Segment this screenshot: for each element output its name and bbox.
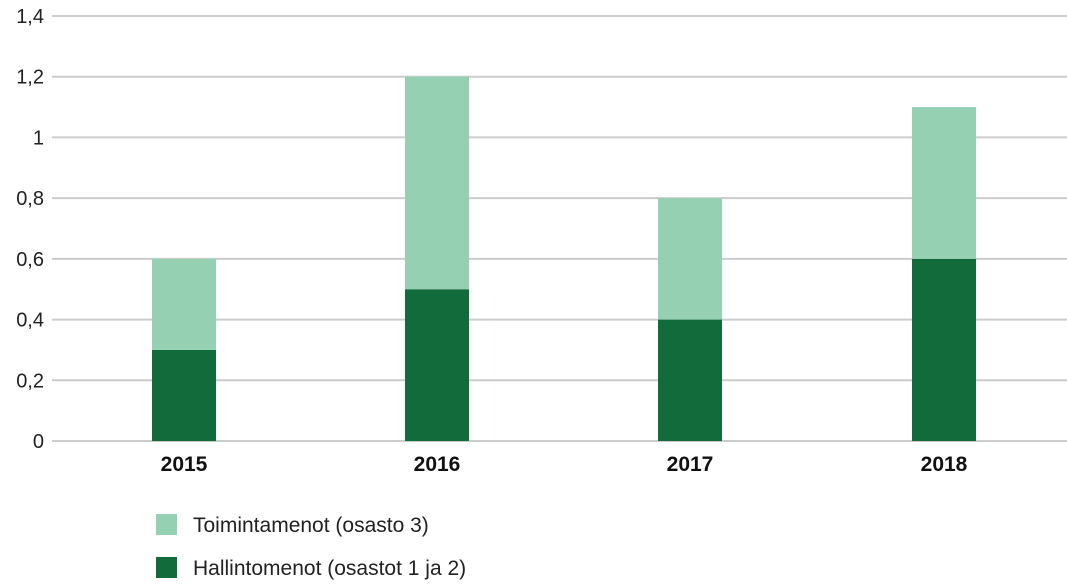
bar-segment-2016-series-0 bbox=[405, 289, 469, 441]
x-category-label: 2018 bbox=[921, 453, 968, 476]
bar-segment-2015-series-1 bbox=[152, 258, 216, 350]
y-tick-label: 0,8 bbox=[16, 188, 44, 210]
bar-segment-2015-series-0 bbox=[152, 349, 216, 441]
x-category-label: 2017 bbox=[667, 453, 714, 476]
bar-segment-2018-series-0 bbox=[912, 258, 976, 441]
y-tick-label: 1 bbox=[33, 127, 44, 149]
y-tick-label: 1,4 bbox=[16, 6, 44, 28]
y-tick-label: 0,4 bbox=[16, 310, 44, 332]
legend: Toimintamenot (osasto 3) Hallintomenot (o… bbox=[156, 514, 466, 580]
legend-swatch bbox=[156, 557, 177, 578]
grid-lines bbox=[52, 15, 1067, 442]
bar-segment-2018-series-1 bbox=[912, 107, 976, 259]
y-tick-label: 0,6 bbox=[16, 249, 44, 271]
x-axis-category-labels: 2015 2016 2017 2018 bbox=[161, 453, 968, 476]
x-category-label: 2016 bbox=[414, 453, 461, 476]
y-axis-tick-labels: 0 0,2 0,4 0,6 0,8 1 1,2 1,4 bbox=[16, 6, 44, 453]
legend-label: Toimintamenot (osasto 3) bbox=[193, 514, 429, 537]
y-tick-label: 0,2 bbox=[16, 370, 44, 392]
y-tick-label: 1,2 bbox=[16, 67, 44, 89]
legend-label: Hallintomenot (osastot 1 ja 2) bbox=[193, 557, 466, 580]
x-category-label: 2015 bbox=[161, 453, 208, 476]
bar-segment-2017-series-0 bbox=[658, 319, 722, 441]
y-tick-label: 0 bbox=[33, 431, 44, 453]
legend-swatch bbox=[156, 514, 177, 535]
bars bbox=[152, 76, 976, 441]
bar-segment-2016-series-1 bbox=[405, 76, 469, 290]
bar-segment-2017-series-1 bbox=[658, 198, 722, 320]
